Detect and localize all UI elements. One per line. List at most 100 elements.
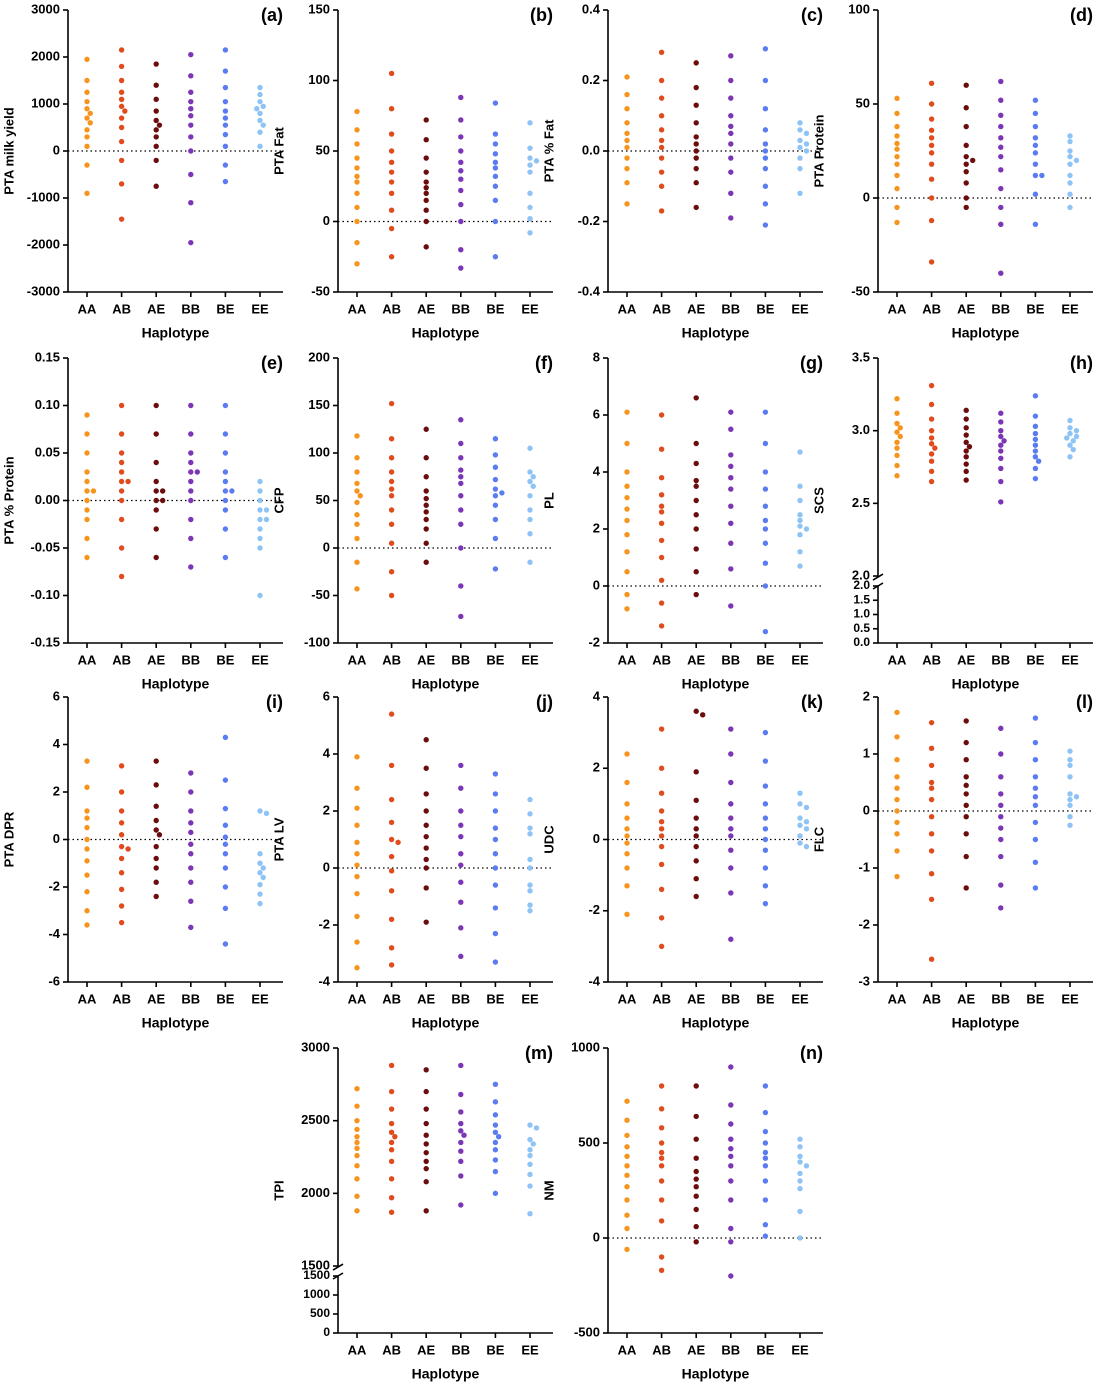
data-point	[263, 516, 270, 523]
data-point	[894, 185, 900, 192]
data-point	[963, 432, 969, 438]
x-axis-title: Haplotype	[952, 1015, 1020, 1031]
data-point	[928, 719, 935, 726]
data-point	[762, 865, 769, 871]
data-point	[998, 97, 1004, 103]
panel-label: (i)	[266, 692, 283, 712]
data-point	[1032, 442, 1039, 448]
y-tick-label: -0.05	[30, 539, 60, 554]
data-point	[354, 839, 360, 846]
data-point	[118, 808, 125, 814]
data-point	[492, 808, 499, 814]
data-point	[762, 900, 769, 907]
data-point	[458, 1139, 464, 1146]
x-tick-label: BB	[451, 652, 470, 667]
data-point	[998, 123, 1004, 130]
x-axis-title: Haplotype	[682, 1015, 750, 1031]
data-point	[658, 1163, 665, 1169]
data-point	[257, 860, 263, 866]
data-point	[118, 903, 125, 909]
data-point	[998, 419, 1004, 425]
data-point	[458, 467, 464, 473]
data-point	[624, 440, 630, 447]
data-point	[84, 858, 90, 864]
data-point	[118, 843, 125, 850]
data-point	[624, 833, 630, 839]
data-point	[388, 711, 395, 717]
data-point	[188, 200, 194, 206]
data-point	[354, 822, 360, 828]
data-point	[354, 862, 360, 868]
data-point	[624, 840, 630, 846]
data-point	[84, 478, 90, 485]
x-tick-label: EE	[1061, 991, 1079, 1006]
data-point	[1039, 172, 1045, 179]
x-tick-label: AE	[957, 991, 975, 1006]
data-point	[458, 176, 464, 182]
data-point	[118, 216, 125, 222]
panel: -3000 -2000 -1000 0 1000 2000 3000 PTA milk yie…	[1, 1, 283, 340]
data-point	[188, 122, 194, 128]
data-point	[797, 137, 803, 144]
x-tick-label: BE	[756, 1342, 774, 1357]
y-tick-label: 50	[316, 142, 330, 157]
data-point	[388, 436, 395, 442]
data-point	[458, 218, 464, 225]
panel-label: (m)	[525, 1043, 553, 1063]
x-tick-label: EE	[791, 991, 809, 1006]
x-tick-label: BE	[486, 1342, 504, 1357]
data-point	[458, 1158, 464, 1165]
data-point	[260, 103, 266, 110]
data-point	[897, 433, 903, 440]
data-point	[527, 882, 533, 888]
data-point	[928, 468, 935, 475]
data-point	[624, 911, 630, 918]
data-point	[492, 197, 499, 204]
data-point	[527, 856, 533, 863]
y-tick-label: -0.15	[30, 634, 60, 649]
data-point	[797, 563, 803, 569]
data-point	[1001, 438, 1007, 444]
x-tick-label: AA	[888, 301, 907, 316]
data-point	[458, 201, 464, 208]
data-point	[492, 1168, 499, 1175]
data-point	[624, 155, 630, 161]
data-point	[388, 1088, 395, 1095]
data-point	[928, 814, 935, 820]
data-point	[1032, 150, 1039, 156]
data-point	[458, 455, 464, 461]
data-point	[658, 886, 665, 893]
data-point	[803, 1163, 810, 1169]
data-point	[388, 148, 395, 154]
data-point	[388, 225, 395, 232]
data-point	[963, 454, 969, 460]
x-tick-label: BB	[181, 652, 200, 667]
x-axis-title: Haplotype	[142, 1015, 210, 1031]
data-point	[1032, 191, 1039, 197]
data-point	[728, 1239, 734, 1245]
panel-label: (h)	[1070, 353, 1093, 373]
data-point	[728, 566, 734, 572]
data-point	[118, 919, 125, 926]
data-point	[153, 459, 159, 466]
data-point	[803, 826, 810, 832]
x-tick-label: BE	[1026, 301, 1044, 316]
data-point	[658, 113, 665, 119]
data-point	[222, 478, 229, 485]
data-point	[188, 469, 194, 475]
data-point	[84, 134, 90, 140]
data-point	[527, 204, 533, 211]
data-point	[222, 98, 229, 105]
data-point	[222, 115, 229, 121]
x-tick-label: EE	[791, 652, 809, 667]
data-point	[894, 831, 900, 837]
data-point	[658, 833, 665, 839]
y-axis-title: TPI	[271, 1180, 286, 1200]
data-point	[84, 89, 90, 95]
x-tick-label: AB	[922, 301, 941, 316]
panel: 1500 2000 2500 3000 0 500 1000 1500 TPI (m) Haplot…	[271, 1039, 553, 1382]
x-tick-label: BB	[991, 991, 1010, 1006]
data-point	[354, 512, 360, 518]
data-point	[153, 803, 159, 809]
